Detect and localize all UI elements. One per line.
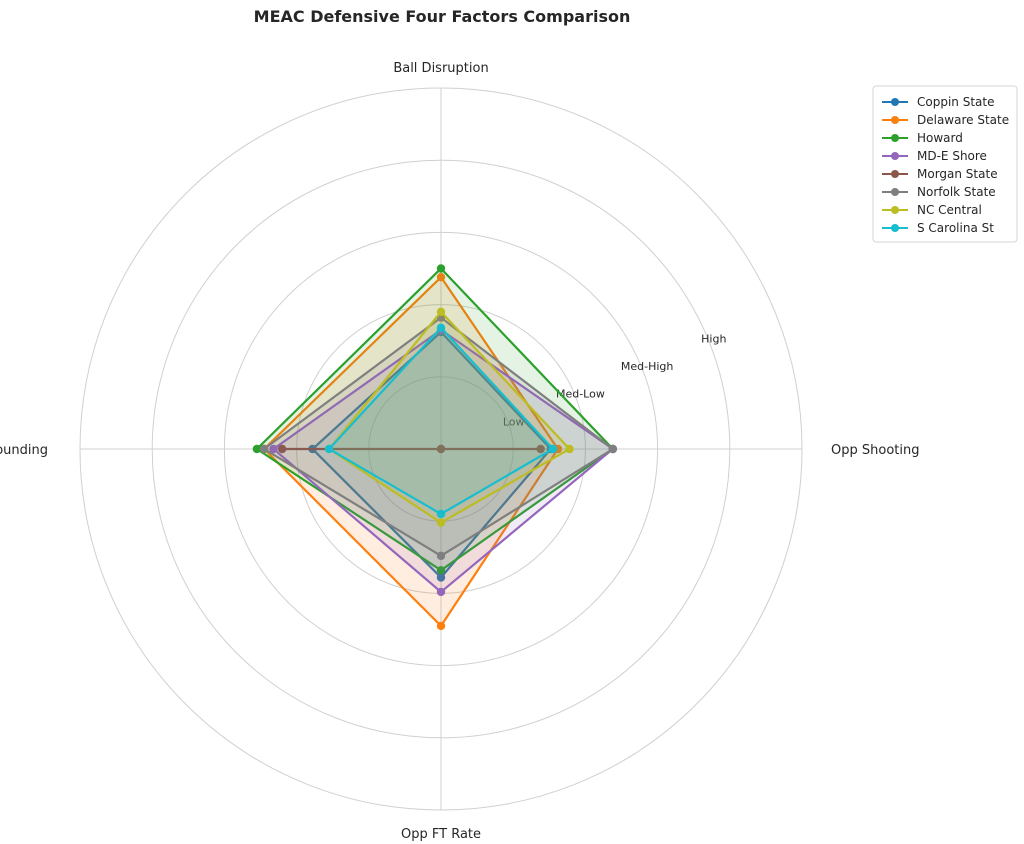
legend-label: Norfolk State <box>917 185 996 199</box>
data-point <box>252 444 262 454</box>
data-point <box>436 509 446 519</box>
legend-entry: NC Central <box>882 203 982 217</box>
data-point <box>269 444 278 454</box>
legend-label: Howard <box>917 131 963 145</box>
series-morgan-state <box>277 444 545 454</box>
legend-marker <box>891 224 899 232</box>
data-point <box>436 272 446 282</box>
axis-label: Def Rebounding <box>0 443 48 458</box>
legend-marker <box>891 206 899 214</box>
legend-entry: Coppin State <box>882 95 994 109</box>
series-md-e-shore <box>269 325 618 597</box>
series-layer <box>252 264 618 631</box>
legend-marker <box>891 98 899 106</box>
legend: Coppin State Delaware State Howard MD-E Sho… <box>872 85 1018 243</box>
axis-label: Opp Shooting <box>831 443 919 458</box>
legend-entry: Delaware State <box>882 113 1009 127</box>
legend-label: Coppin State <box>917 95 994 109</box>
legend-entry: Norfolk State <box>882 185 996 199</box>
legend-entry: S Carolina St <box>882 221 994 235</box>
data-point <box>259 444 269 454</box>
data-point <box>436 518 446 527</box>
legend-marker <box>891 152 899 160</box>
legend-label: Delaware State <box>917 113 1009 127</box>
data-point <box>436 264 446 273</box>
axis-label: Ball Disruption <box>393 61 488 76</box>
ring-label: Med-Low <box>556 388 605 401</box>
data-point <box>436 621 446 631</box>
data-point <box>436 444 446 454</box>
legend-label: Morgan State <box>917 167 998 181</box>
series-norfolk-state <box>259 313 618 561</box>
data-point <box>536 444 545 454</box>
legend-label: NC Central <box>917 203 982 217</box>
legend-marker <box>891 170 899 178</box>
axis-label: Opp FT Rate <box>401 827 481 842</box>
data-point <box>608 444 618 454</box>
legend-label: S Carolina St <box>917 221 994 235</box>
legend-entry: MD-E Shore <box>882 149 987 163</box>
data-point <box>436 323 446 332</box>
ring-label: Med-High <box>621 360 674 373</box>
data-point <box>277 444 287 454</box>
data-point <box>436 587 446 597</box>
legend-box <box>872 85 1018 243</box>
chart-title: MEAC Defensive Four Factors Comparison <box>254 7 631 26</box>
ring-label: High <box>701 332 726 345</box>
legend-marker <box>891 188 899 196</box>
data-point <box>436 566 446 575</box>
axis-labels: Ball Disruption Opp Shooting Opp FT Rate De… <box>0 61 919 842</box>
data-point <box>436 551 446 561</box>
legend-marker <box>891 134 899 142</box>
legend-entry: Howard <box>882 131 963 145</box>
ring-label: Low <box>503 415 525 428</box>
data-point <box>324 444 334 454</box>
legend-entry: Morgan State <box>882 167 998 181</box>
data-point <box>548 444 558 454</box>
data-point <box>436 307 446 317</box>
legend-marker <box>891 116 899 124</box>
data-point <box>565 444 574 454</box>
series-s-carolina-st <box>324 323 558 519</box>
data-point <box>436 573 446 582</box>
legend-label: MD-E Shore <box>917 149 987 163</box>
